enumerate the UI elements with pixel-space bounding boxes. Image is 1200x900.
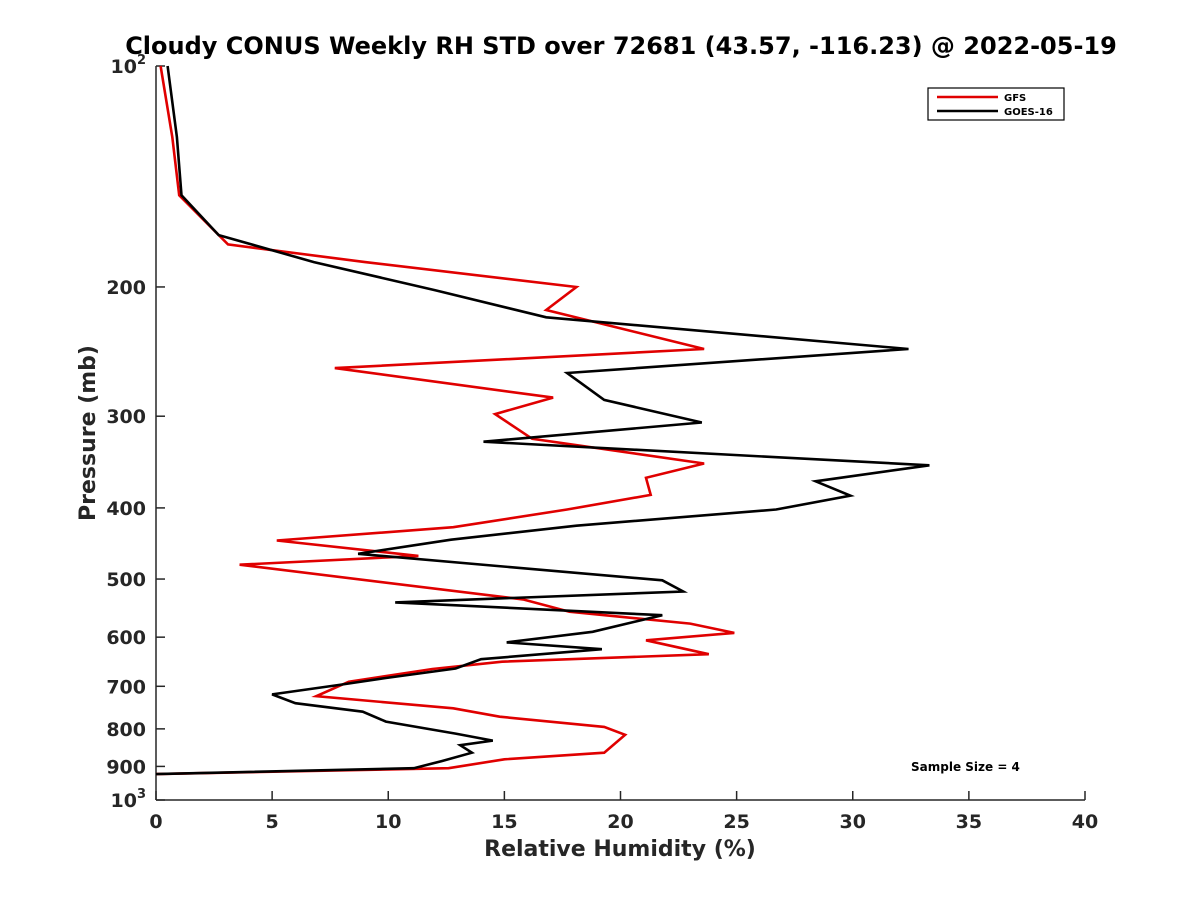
legend-box <box>927 87 1065 121</box>
y-tick-label: 300 <box>106 406 146 428</box>
x-tick-label: 20 <box>607 811 633 833</box>
x-tick-label: 5 <box>266 811 279 833</box>
x-tick-label: 35 <box>956 811 982 833</box>
legend-label-gfs: GFS <box>1004 93 1026 104</box>
y-axis-ticks: 102 200 300 400 500 600 700 800 900 103 <box>106 53 165 812</box>
series-layer <box>155 65 930 776</box>
chart-title: Cloudy CONUS Weekly RH STD over 72681 (4… <box>125 32 1117 60</box>
x-tick-label: 40 <box>1072 811 1098 833</box>
x-tick-label: 30 <box>840 811 866 833</box>
y-tick-label: 700 <box>106 676 146 698</box>
y-tick-label: 102 <box>111 53 147 78</box>
legend-label-goes16: GOES-16 <box>1004 107 1053 118</box>
y-tick-label: 200 <box>106 277 146 299</box>
x-axis-ticks: 0 5 10 15 20 25 30 35 40 <box>149 791 1098 833</box>
x-tick-label: 10 <box>375 811 401 833</box>
x-tick-label: 0 <box>149 811 162 833</box>
x-axis-label: Relative Humidity (%) <box>484 837 756 862</box>
y-tick-label: 800 <box>106 719 146 741</box>
y-tick-label: 500 <box>106 569 146 591</box>
x-tick-label: 15 <box>491 811 517 833</box>
y-tick-label: 600 <box>106 627 146 649</box>
y-tick-label: 400 <box>106 498 146 520</box>
y-tick-label: 900 <box>106 756 146 778</box>
x-tick-label: 25 <box>723 811 749 833</box>
series-line-gfs <box>155 65 735 776</box>
legend: GFS GOES-16 <box>927 87 1065 121</box>
series-line-goes16 <box>155 65 930 776</box>
y-tick-label: 103 <box>111 787 147 812</box>
y-axis-label: Pressure (mb) <box>76 345 101 521</box>
sample-size-annotation: Sample Size = 4 <box>911 760 1020 774</box>
